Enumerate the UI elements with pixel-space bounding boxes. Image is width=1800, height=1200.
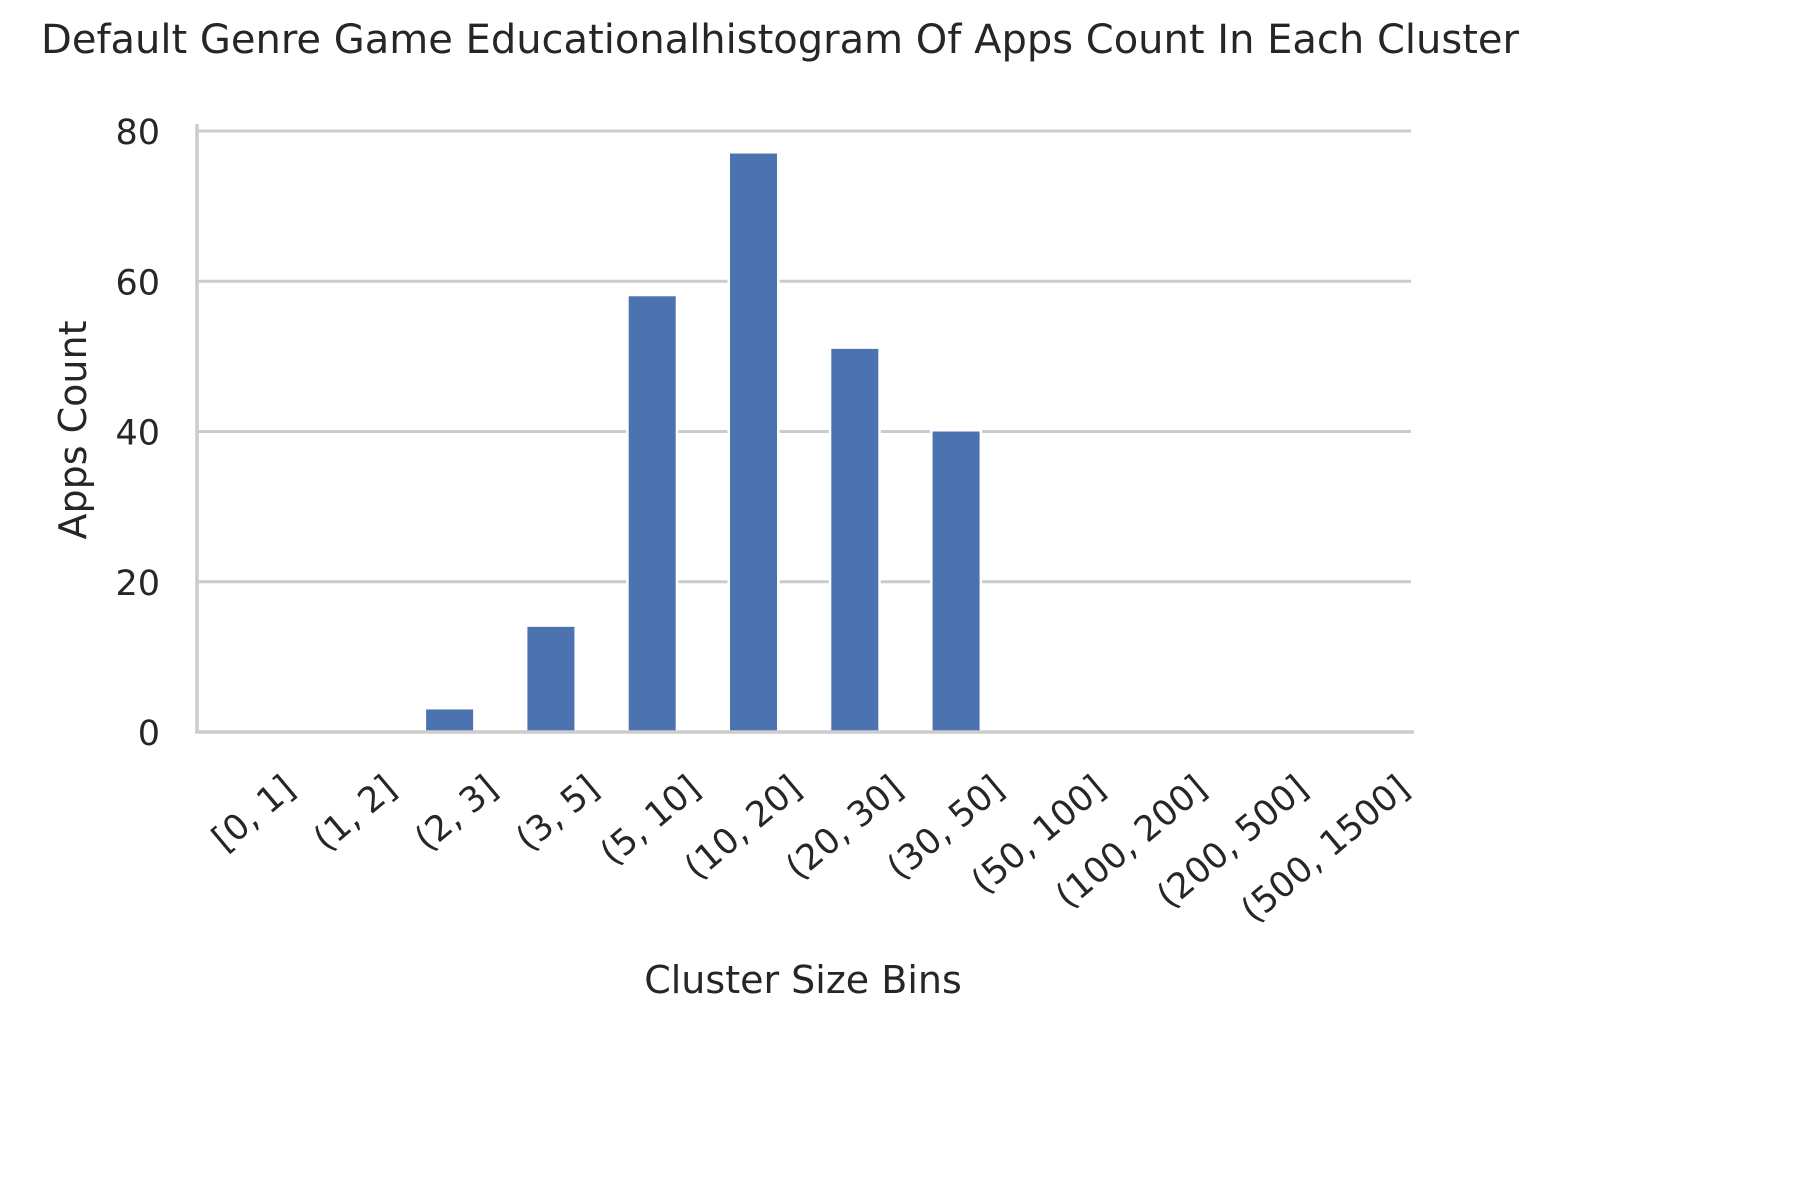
x-tick-labels: [0, 1] (1, 2] (2, 3] (3, 5](5, 10](10, 20](… (205, 768, 1417, 931)
histogram-chart: Default Genre Game Educationalhistogram … (41, 17, 1519, 1002)
x-tick-label: (2, 3] (408, 768, 506, 859)
bar (423, 706, 476, 735)
y-axis-label: Apps Count (51, 321, 95, 540)
chart-title: Default Genre Game Educationalhistogram … (41, 17, 1519, 63)
gridlines (197, 129, 1411, 584)
x-tick-label: (1, 2] (306, 768, 404, 859)
y-tick-label: 40 (115, 414, 160, 454)
bars (423, 151, 983, 735)
bar (524, 624, 577, 735)
y-tick-label: 60 (115, 263, 160, 303)
x-tick-label: [0, 1] (205, 768, 303, 859)
x-tick-label: (3, 5] (509, 768, 607, 859)
y-tick-label: 20 (115, 564, 160, 604)
y-tick-label: 80 (115, 113, 160, 153)
y-tick-label: 0 (138, 714, 160, 754)
x-axis-label: Cluster Size Bins (644, 958, 962, 1002)
bar (727, 151, 780, 735)
bar (626, 293, 679, 735)
axes-spines (195, 124, 1414, 734)
bar (828, 346, 881, 735)
bar (930, 429, 983, 735)
y-tick-labels: 0 20 40 60 80 (115, 113, 160, 754)
